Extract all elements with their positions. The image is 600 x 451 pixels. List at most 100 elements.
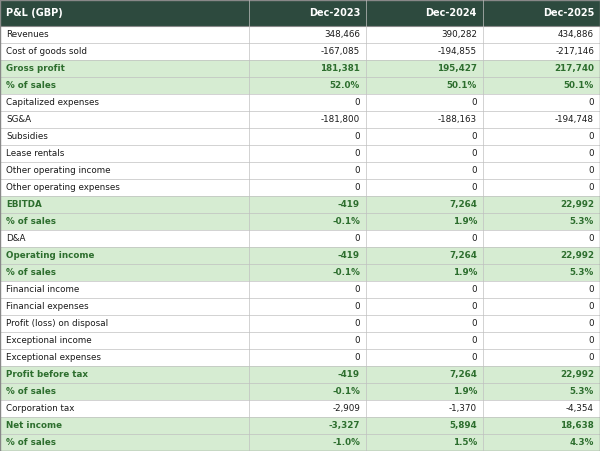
Bar <box>0 383 600 400</box>
Text: Other operating expenses: Other operating expenses <box>6 183 120 192</box>
Text: 7,264: 7,264 <box>449 200 477 209</box>
Text: 0: 0 <box>589 336 594 345</box>
Text: 0: 0 <box>472 98 477 107</box>
Text: 0: 0 <box>355 149 360 158</box>
Text: 0: 0 <box>355 319 360 328</box>
Text: % of sales: % of sales <box>6 217 56 226</box>
Text: -2,909: -2,909 <box>332 404 360 413</box>
Text: 5,894: 5,894 <box>449 421 477 430</box>
Text: Exceptional income: Exceptional income <box>6 336 92 345</box>
Text: 0: 0 <box>589 183 594 192</box>
Text: 0: 0 <box>589 98 594 107</box>
Text: 50.1%: 50.1% <box>564 81 594 90</box>
Text: Subsidies: Subsidies <box>6 132 48 141</box>
Text: 181,381: 181,381 <box>320 64 360 74</box>
Bar <box>0 366 600 383</box>
Text: % of sales: % of sales <box>6 387 56 396</box>
Text: 0: 0 <box>472 319 477 328</box>
Bar <box>0 179 600 196</box>
Bar <box>0 196 600 213</box>
Text: 18,638: 18,638 <box>560 421 594 430</box>
Text: 0: 0 <box>355 166 360 175</box>
Bar <box>0 434 600 451</box>
Bar <box>0 230 600 247</box>
Text: D&A: D&A <box>6 234 25 243</box>
Text: 1.9%: 1.9% <box>452 217 477 226</box>
Text: 1.9%: 1.9% <box>452 387 477 396</box>
Text: Net income: Net income <box>6 421 62 430</box>
Text: Dec-2023: Dec-2023 <box>308 8 360 18</box>
Text: -419: -419 <box>338 200 360 209</box>
Text: 0: 0 <box>472 166 477 175</box>
Text: -419: -419 <box>338 251 360 260</box>
Text: -167,085: -167,085 <box>321 47 360 56</box>
Bar <box>0 213 600 230</box>
Text: 5.3%: 5.3% <box>570 217 594 226</box>
Bar <box>0 281 600 298</box>
Text: 0: 0 <box>589 149 594 158</box>
Text: -3,327: -3,327 <box>329 421 360 430</box>
Text: 0: 0 <box>472 149 477 158</box>
Text: 7,264: 7,264 <box>449 370 477 379</box>
Bar <box>0 315 600 332</box>
Bar <box>0 77 600 94</box>
Bar <box>0 400 600 417</box>
Text: Other operating income: Other operating income <box>6 166 110 175</box>
Text: 4.3%: 4.3% <box>569 438 594 447</box>
Bar <box>0 60 600 77</box>
Bar <box>0 145 600 162</box>
Text: 5.3%: 5.3% <box>570 387 594 396</box>
Text: Exceptional expenses: Exceptional expenses <box>6 353 101 362</box>
Text: Operating income: Operating income <box>6 251 94 260</box>
Text: Profit before tax: Profit before tax <box>6 370 88 379</box>
Text: P&L (GBP): P&L (GBP) <box>6 8 63 18</box>
Text: 0: 0 <box>589 166 594 175</box>
Text: 0: 0 <box>472 353 477 362</box>
Text: SG&A: SG&A <box>6 115 31 124</box>
Text: -0.1%: -0.1% <box>332 268 360 277</box>
Text: EBITDA: EBITDA <box>6 200 42 209</box>
Text: 390,282: 390,282 <box>441 30 477 39</box>
Text: -0.1%: -0.1% <box>332 387 360 396</box>
Text: Financial income: Financial income <box>6 285 79 294</box>
Text: 0: 0 <box>355 234 360 243</box>
Text: % of sales: % of sales <box>6 81 56 90</box>
Text: Profit (loss) on disposal: Profit (loss) on disposal <box>6 319 108 328</box>
Bar <box>0 298 600 315</box>
Text: Dec-2024: Dec-2024 <box>425 8 477 18</box>
Text: 0: 0 <box>355 98 360 107</box>
Text: 50.1%: 50.1% <box>447 81 477 90</box>
Bar <box>0 111 600 128</box>
Bar <box>0 349 600 366</box>
Text: Corporation tax: Corporation tax <box>6 404 74 413</box>
Text: 0: 0 <box>355 285 360 294</box>
Text: 22,992: 22,992 <box>560 251 594 260</box>
Text: 0: 0 <box>589 285 594 294</box>
Text: Capitalized expenses: Capitalized expenses <box>6 98 99 107</box>
Text: 434,886: 434,886 <box>558 30 594 39</box>
Text: 0: 0 <box>355 132 360 141</box>
Text: Financial expenses: Financial expenses <box>6 302 89 311</box>
Text: -0.1%: -0.1% <box>332 217 360 226</box>
Text: -419: -419 <box>338 370 360 379</box>
Text: 348,466: 348,466 <box>324 30 360 39</box>
Text: 0: 0 <box>589 353 594 362</box>
Bar <box>0 43 600 60</box>
Text: 0: 0 <box>589 132 594 141</box>
Bar <box>0 417 600 434</box>
Text: -1,370: -1,370 <box>449 404 477 413</box>
Text: 22,992: 22,992 <box>560 200 594 209</box>
Text: -194,748: -194,748 <box>555 115 594 124</box>
Bar <box>0 128 600 145</box>
Text: 0: 0 <box>589 302 594 311</box>
Text: 1.9%: 1.9% <box>452 268 477 277</box>
Text: Dec-2025: Dec-2025 <box>542 8 594 18</box>
Text: 0: 0 <box>355 183 360 192</box>
Text: -217,146: -217,146 <box>555 47 594 56</box>
Text: % of sales: % of sales <box>6 438 56 447</box>
Bar <box>0 247 600 264</box>
Text: 7,264: 7,264 <box>449 251 477 260</box>
Bar <box>0 162 600 179</box>
Text: 0: 0 <box>355 353 360 362</box>
Text: 0: 0 <box>472 183 477 192</box>
